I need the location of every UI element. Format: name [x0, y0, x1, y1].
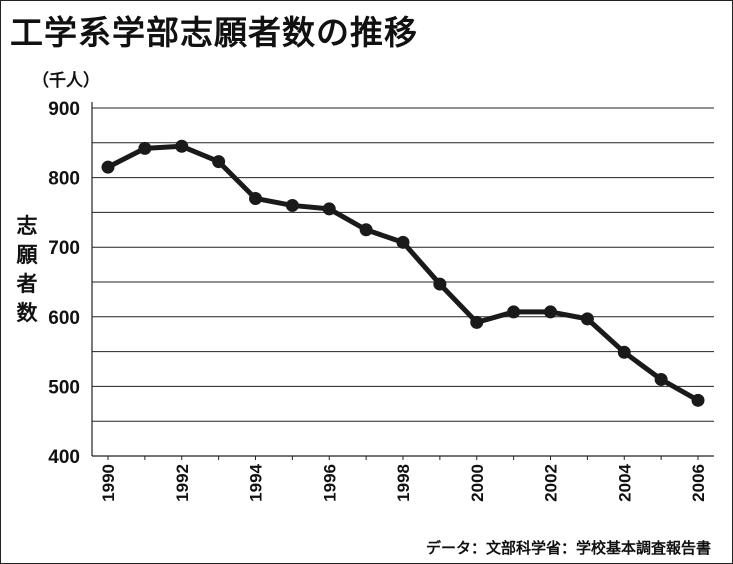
data-point [617, 345, 631, 359]
data-point [470, 315, 484, 329]
source-note: データ：文部科学省：学校基本調査報告書 [425, 539, 711, 557]
data-point [249, 191, 262, 205]
series-line [106, 143, 700, 403]
x-tick-label: 1994 [247, 463, 266, 501]
data-point [580, 312, 594, 326]
y-tick-label: 900 [48, 99, 80, 120]
x-tick-label: 1996 [320, 464, 339, 502]
x-tick-label: 1992 [173, 464, 192, 502]
unit-label: （千人） [32, 71, 100, 91]
data-point [396, 235, 410, 249]
x-tick-label: 1990 [99, 464, 118, 502]
x-tick-label: 2000 [468, 464, 487, 502]
x-tick-label: 2002 [542, 464, 561, 502]
data-point [544, 305, 557, 319]
x-tick-label: 1998 [394, 464, 413, 502]
data-point [101, 160, 115, 174]
data-point [691, 393, 705, 407]
chart-title: 工学系学部志願者数の推移 [10, 13, 418, 52]
data-point [175, 139, 189, 153]
data-point [507, 305, 521, 319]
y-tick-label: 500 [48, 377, 80, 398]
x-tick-label: 2004 [615, 463, 634, 501]
x-tick-label: 2006 [689, 464, 708, 502]
y-tick-label: 700 [48, 238, 80, 259]
data-point [322, 202, 336, 216]
y-tick-label: 600 [48, 308, 80, 329]
data-point [433, 277, 447, 291]
data-point [359, 223, 373, 237]
data-point [212, 155, 226, 169]
y-tick-label: 400 [48, 447, 80, 468]
y-axis-label: 志願者数 [16, 214, 38, 325]
data-point [138, 141, 152, 155]
y-tick-label: 800 [48, 169, 80, 190]
data-point [285, 198, 299, 212]
data-point [654, 372, 668, 386]
